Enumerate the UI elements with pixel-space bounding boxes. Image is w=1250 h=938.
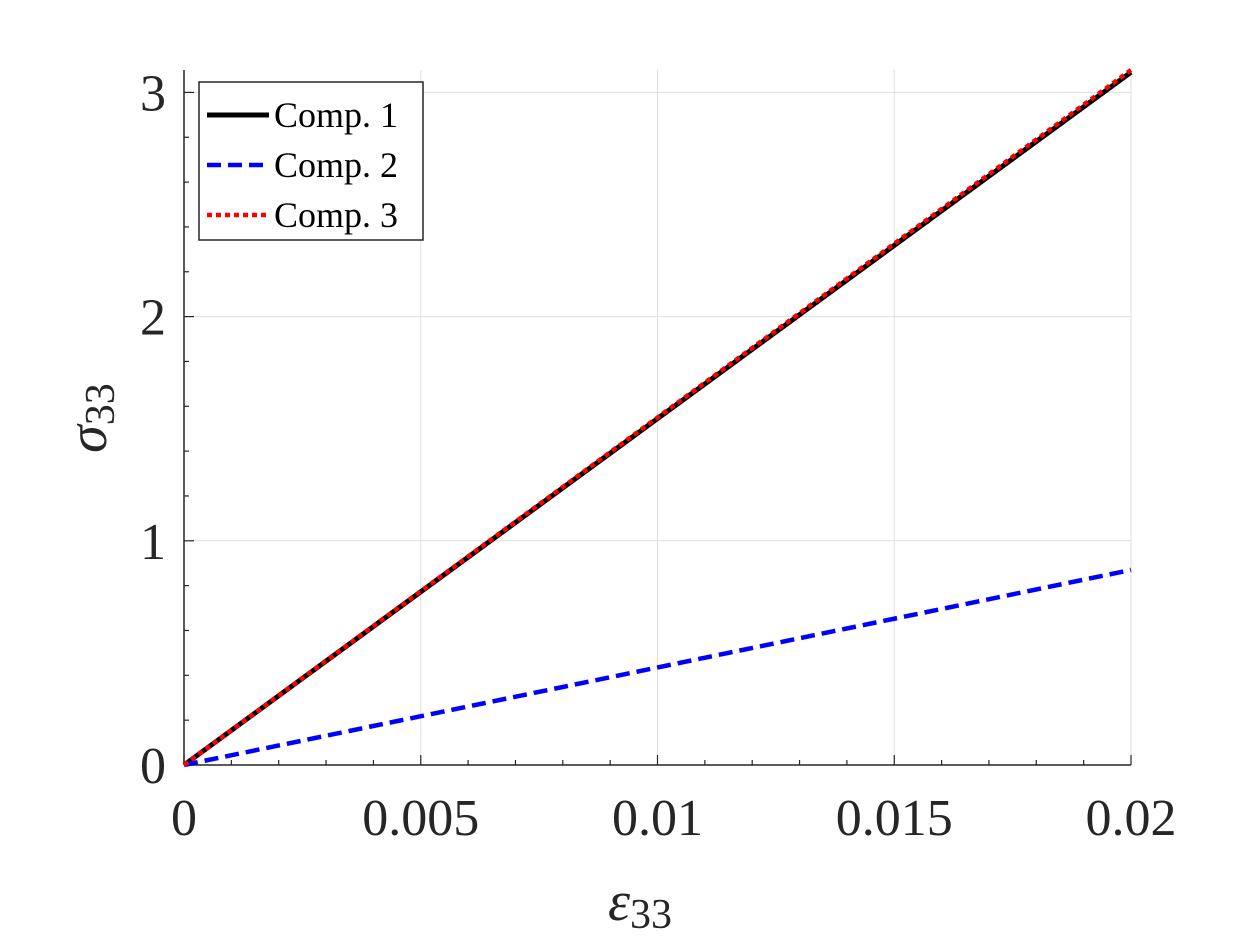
series-line-2 [183, 567, 1132, 768]
legend: Comp. 1 Comp. 2 Comp. 3 [198, 81, 424, 241]
data-series [182, 68, 1133, 768]
x-tick-label: 0.015 [836, 790, 953, 847]
y-tick-label: 0 [140, 738, 166, 795]
y-tick-label: 3 [140, 65, 166, 122]
y-axis-label: σ33 [57, 383, 124, 453]
legend-entry: Comp. 1 [274, 95, 398, 135]
x-tick-label: 0.005 [362, 790, 479, 847]
y-tick-label: 1 [140, 514, 166, 571]
legend-entry: Comp. 3 [274, 195, 398, 235]
x-axis-label: ε33 [608, 871, 672, 938]
series-line-3 [182, 68, 1133, 767]
x-tick-label: 0.01 [612, 790, 703, 847]
axes [183, 70, 1132, 766]
x-tick-label: 0 [171, 790, 197, 847]
tick-labels: 0 0.005 0.01 0.015 0.02 0 1 2 3 [140, 65, 1177, 847]
y-tick-label: 2 [140, 290, 166, 347]
legend-entry: Comp. 2 [274, 145, 398, 185]
x-tick-label: 0.02 [1086, 790, 1177, 847]
